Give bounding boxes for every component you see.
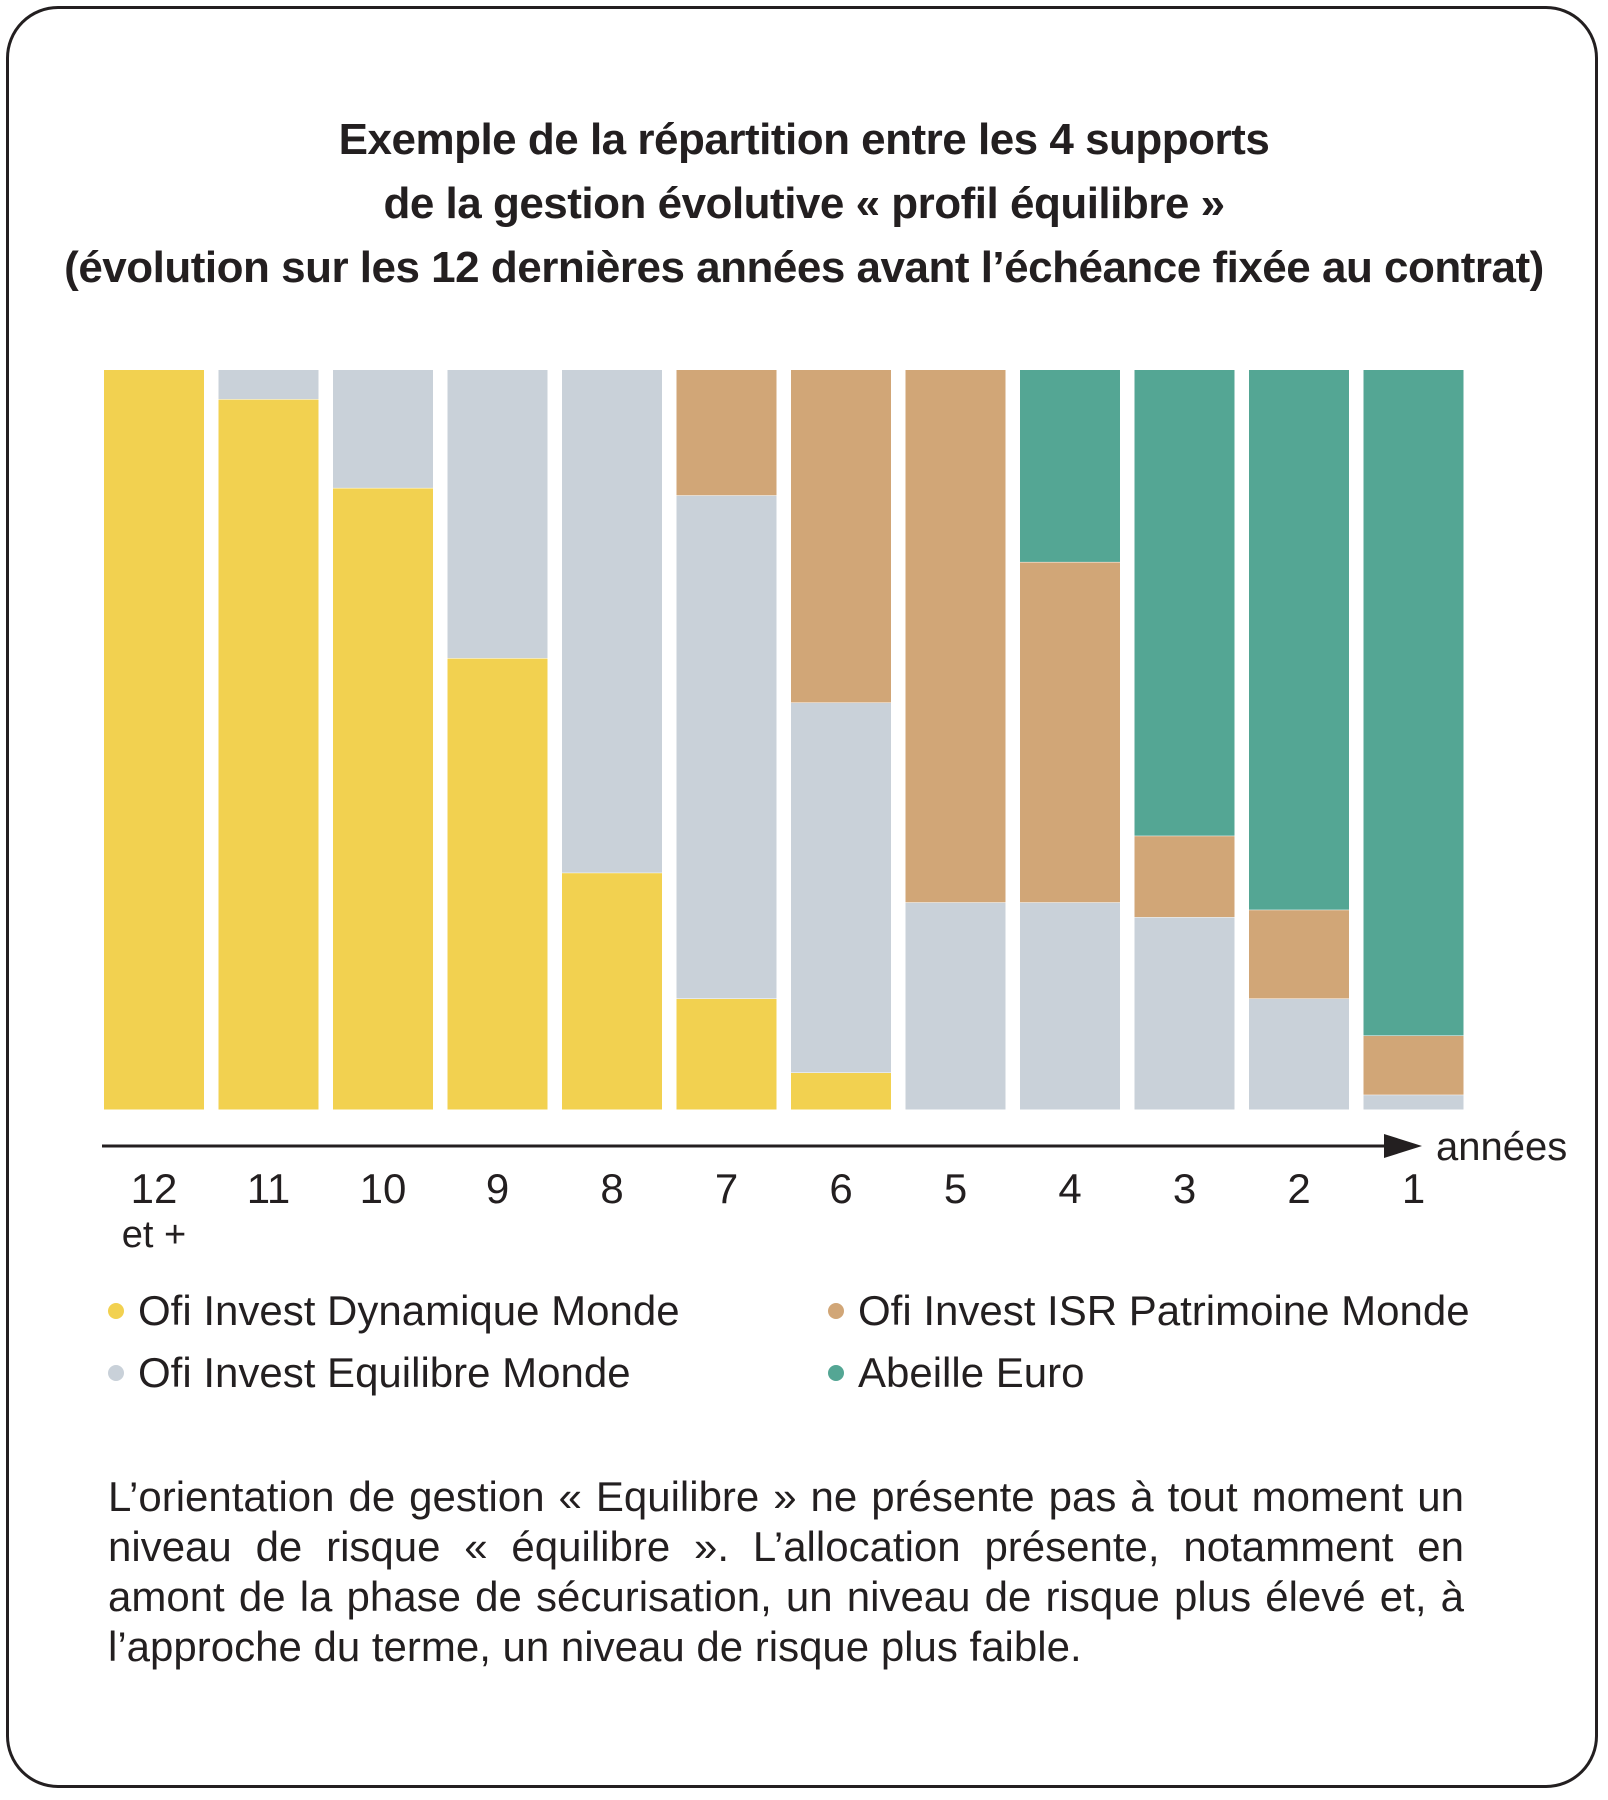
legend-item-dynamique: Ofi Invest Dynamique Monde [108, 1280, 680, 1342]
bar-patrimoine-12 [1363, 1036, 1464, 1095]
title-line-1: Exemple de la répartition entre les 4 su… [338, 115, 1270, 164]
x-tick-label-8: 5 [944, 1165, 967, 1212]
bar-euro-12 [1363, 370, 1464, 1036]
bar-dynamique-5 [562, 873, 662, 1110]
bar-equilibre-10 [1134, 917, 1235, 1110]
x-tick-label-7: 6 [829, 1165, 852, 1212]
legend-label-patrimoine: Ofi Invest ISR Patrimoine Monde [858, 1287, 1470, 1334]
legend-item-euro: Abeille Euro [828, 1342, 1084, 1404]
x-tick-label-1-line2: et + [122, 1214, 186, 1256]
legend-item-equilibre: Ofi Invest Equilibre Monde [108, 1342, 631, 1404]
title-line-3: (évolution sur les 12 dernières années a… [64, 243, 1544, 292]
bar-dynamique-3 [333, 488, 433, 1110]
x-tick-label-10: 3 [1173, 1165, 1196, 1212]
x-tick-label-6: 7 [715, 1165, 738, 1212]
bar-dynamique-4 [447, 658, 548, 1110]
x-tick-label-2: 11 [247, 1165, 291, 1212]
x-axis-arrow-icon [1384, 1134, 1422, 1158]
bar-euro-9 [1020, 370, 1120, 562]
x-tick-label-3: 10 [360, 1165, 407, 1212]
title-line-2: de la gestion évolutive « profil équilib… [383, 179, 1225, 228]
bar-equilibre-7 [791, 703, 891, 1073]
legend-dot-euro [828, 1364, 844, 1381]
bar-patrimoine-11 [1249, 910, 1349, 999]
legend-label-equilibre: Ofi Invest Equilibre Monde [138, 1349, 631, 1396]
x-tick-label-11: 2 [1287, 1165, 1310, 1212]
bar-dynamique-7 [791, 1073, 891, 1110]
bar-dynamique-6 [676, 999, 777, 1110]
bar-patrimoine-6 [676, 370, 777, 496]
legend: Ofi Invest Dynamique Monde Ofi Invest IS… [0, 1280, 1608, 1420]
x-tick-label-5: 8 [600, 1165, 623, 1212]
bar-equilibre-2 [218, 370, 319, 400]
x-axis: années [102, 1125, 1567, 1169]
bar-equilibre-9 [1020, 902, 1120, 1110]
legend-dot-patrimoine [828, 1302, 844, 1319]
bar-equilibre-4 [447, 370, 548, 659]
x-tick-label-12: 1 [1402, 1165, 1425, 1212]
bar-equilibre-6 [676, 495, 777, 999]
x-tick-label-1: 12 [131, 1165, 178, 1212]
bar-dynamique-1 [104, 370, 204, 1110]
bar-equilibre-5 [562, 370, 662, 873]
legend-dot-dynamique [108, 1302, 124, 1319]
bar-equilibre-8 [905, 902, 1006, 1110]
x-tick-label-9: 4 [1058, 1165, 1081, 1212]
bars-group [104, 370, 1464, 1110]
bar-equilibre-12 [1363, 1095, 1464, 1110]
legend-label-euro: Abeille Euro [858, 1349, 1085, 1396]
bar-euro-11 [1249, 370, 1349, 910]
bar-patrimoine-9 [1020, 562, 1120, 903]
legend-dot-equilibre [108, 1364, 124, 1381]
legend-label-dynamique: Ofi Invest Dynamique Monde [138, 1287, 680, 1334]
legend-item-patrimoine: Ofi Invest ISR Patrimoine Monde [828, 1280, 1470, 1342]
chart-title: Exemple de la répartition entre les 4 su… [0, 108, 1608, 300]
x-axis-label: années [1436, 1125, 1567, 1169]
chart-frame [6, 6, 1598, 1788]
bar-patrimoine-7 [791, 370, 891, 703]
bar-equilibre-11 [1249, 999, 1349, 1110]
disclaimer-note: L’orientation de gestion « Equilibre » n… [108, 1473, 1464, 1670]
bar-patrimoine-8 [905, 370, 1006, 903]
bar-patrimoine-10 [1134, 836, 1235, 918]
bar-dynamique-2 [218, 399, 319, 1110]
bar-euro-10 [1134, 370, 1235, 836]
bar-equilibre-3 [333, 370, 433, 488]
x-tick-label-4: 9 [486, 1165, 509, 1212]
